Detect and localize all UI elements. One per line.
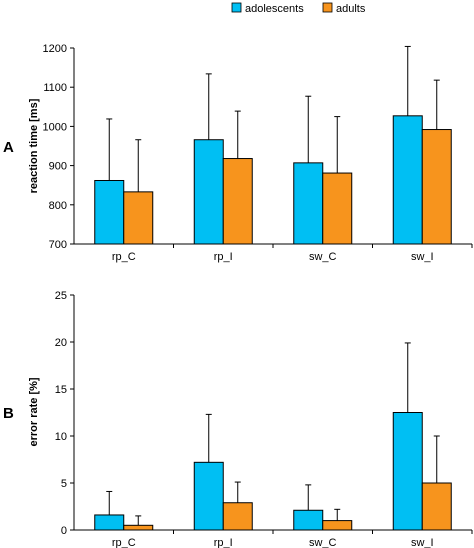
panel-a-ytick-label: 1200 bbox=[43, 43, 67, 55]
panel-a-xtick-label: sw_I bbox=[411, 251, 434, 263]
panel-b-letter: B bbox=[3, 405, 14, 422]
panel-a-letter: A bbox=[3, 139, 14, 156]
panel-a-chart: 700 800 900 1000 1100 1200 rp_C rp_I sw_C sw_I bbox=[43, 43, 473, 263]
panel-a-bar-adults-rp_C bbox=[123, 191, 154, 245]
legend-swatch-adults bbox=[322, 2, 333, 13]
panel-a-xtick-label: rp_C bbox=[112, 251, 136, 263]
panel-b-xtick-label: sw_C bbox=[309, 537, 337, 548]
panel-a-bar-adults-sw_C bbox=[322, 172, 353, 245]
panel-b-bar-adults-sw_I bbox=[421, 482, 452, 531]
legend-swatch-adolescents bbox=[231, 2, 242, 13]
panel-a-ytick-label: 1000 bbox=[43, 121, 67, 133]
panel-a-bar-adults-sw_I bbox=[421, 129, 452, 245]
panel-a-ytick-label: 900 bbox=[49, 161, 67, 173]
panel-a-bar-adolescents-rp_I bbox=[193, 139, 224, 245]
panel-b-bar-adolescents-rp_C bbox=[94, 514, 125, 531]
panel-b-ytick-label: 10 bbox=[55, 431, 67, 443]
panel-a-ytick-label: 800 bbox=[49, 200, 67, 212]
panel-b-bar-adults-rp_I bbox=[222, 502, 253, 531]
panel-a-bar-adolescents-sw_I bbox=[392, 115, 423, 245]
panel-b-chart: 0 5 10 15 20 25 rp_C rp_I sw_C sw_I bbox=[55, 290, 473, 548]
panel-a-bar-adolescents-sw_C bbox=[293, 162, 324, 245]
panel-a-bar-adolescents-rp_C bbox=[94, 179, 125, 245]
panel-b-bar-adults-rp_C bbox=[123, 524, 154, 531]
panel-b-ylabel: error rate [%] bbox=[28, 377, 40, 446]
panel-b-xtick-label: sw_I bbox=[411, 537, 434, 548]
panel-b-bar-adults-sw_C bbox=[322, 520, 353, 531]
legend-label-adolescents: adolescents bbox=[245, 3, 304, 15]
panel-b-ytick-label: 15 bbox=[55, 384, 67, 396]
panel-a-ytick-label: 700 bbox=[49, 239, 67, 251]
panel-a-ylabel: reaction time [ms] bbox=[28, 98, 40, 193]
panel-b-ytick-label: 0 bbox=[61, 525, 67, 537]
panel-a-xtick-label: rp_I bbox=[214, 251, 233, 263]
panel-a-ytick-label: 1100 bbox=[43, 82, 67, 94]
legend: adolescents adults bbox=[231, 2, 366, 15]
panel-b-xtick-label: rp_C bbox=[112, 537, 136, 548]
panel-b-xtick-label: rp_I bbox=[214, 537, 233, 548]
panel-a-xtick-label: sw_C bbox=[309, 251, 337, 263]
panel-b-ytick-label: 5 bbox=[61, 478, 67, 490]
panel-b-bar-adolescents-sw_I bbox=[392, 412, 423, 531]
panel-a-bar-adults-rp_I bbox=[222, 158, 253, 245]
panel-b-ytick-label: 25 bbox=[55, 290, 67, 302]
panel-b-bar-adolescents-sw_C bbox=[293, 509, 324, 531]
panel-b-bar-adolescents-rp_I bbox=[193, 461, 224, 531]
legend-label-adults: adults bbox=[336, 3, 366, 15]
panel-b-ytick-label: 20 bbox=[55, 337, 67, 349]
